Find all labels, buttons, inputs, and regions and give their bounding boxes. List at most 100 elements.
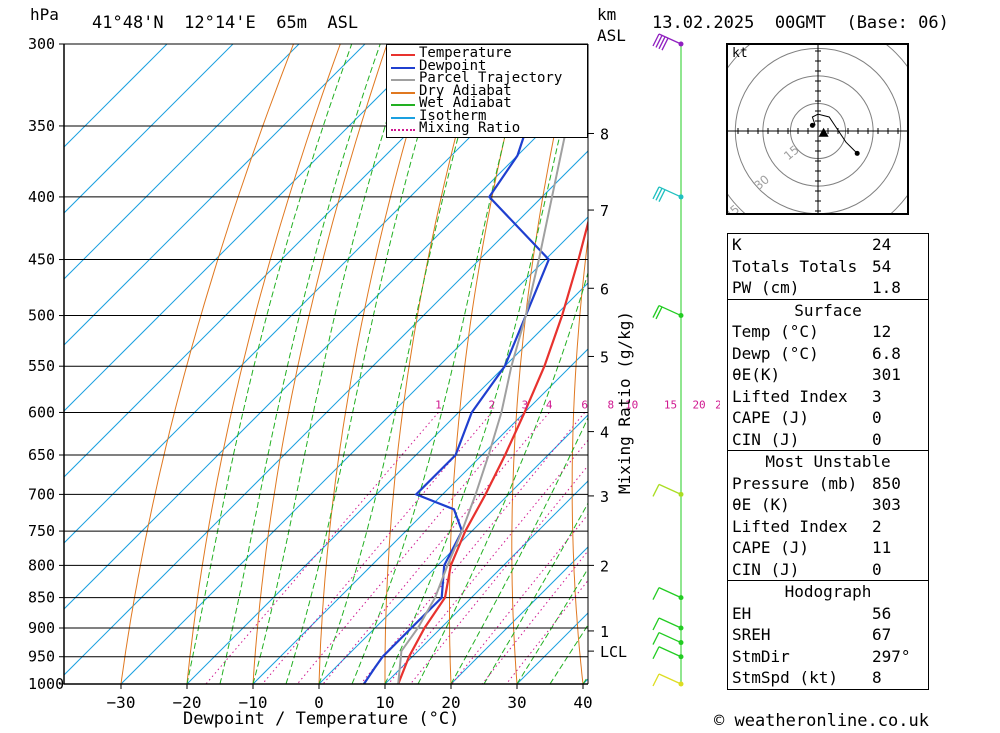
km-tick-label: 6 <box>600 280 609 298</box>
temperature-line <box>397 218 588 684</box>
k-index-label: K <box>732 235 742 254</box>
x-tick-label: −10 <box>239 693 268 712</box>
isotherm-line <box>64 44 168 148</box>
table-row: CIN (J) 0 <box>728 559 928 581</box>
row-label: Temp (°C) <box>732 322 819 341</box>
table-row: Pressure (mb) 850 <box>728 473 928 495</box>
row-label: Pressure (mb) <box>732 473 858 493</box>
wind-barb <box>652 483 682 497</box>
unit-asl-label: ASL <box>597 26 626 45</box>
pressure-tick-label: 950 <box>28 648 55 666</box>
row-label: θE (K) <box>732 495 790 514</box>
skewt-chart: 3003504004505005506006507007508008509009… <box>28 33 720 712</box>
mixing-ratio-line <box>388 439 588 684</box>
table-row: SREH 67 <box>728 624 928 646</box>
hodograph-trace <box>811 113 858 154</box>
mixing-ratio-line <box>296 412 526 684</box>
legend-label: Dry Adiabat <box>419 82 512 99</box>
pressure-tick-label: 850 <box>28 589 55 607</box>
wind-barb-flag <box>655 188 663 201</box>
row-value: 0 <box>872 408 882 427</box>
isotherm-line <box>64 44 432 412</box>
wind-barb-shaft <box>658 673 682 685</box>
row-label: Dewp (°C) <box>732 343 819 363</box>
wind-barb-shaft <box>658 483 682 495</box>
x-tick-label: −20 <box>173 693 202 712</box>
pressure-tick-label: 900 <box>28 619 55 637</box>
mixing-ratio-label: 25 <box>715 398 720 411</box>
most-unstable-section: Most Unstable Pressure (mb) 850 θE (K) 303 Li… <box>728 451 928 580</box>
km-tick-label: 1 <box>600 623 609 641</box>
isotherm-line <box>64 44 366 346</box>
pressure-tick-label: 750 <box>28 522 55 540</box>
pressure-tick-label: 650 <box>28 446 55 464</box>
indices-table: K 24 Totals Totals 54 PW (cm) 1.8 Surface Te… <box>727 233 929 690</box>
dry-adiabat-line <box>120 44 294 684</box>
isotherm-line <box>318 414 588 684</box>
table-row: Dewp (°C) 6.8 <box>728 343 928 365</box>
row-label: θE(K) <box>732 365 781 384</box>
wind-barb-flag <box>652 632 660 645</box>
totals-totals-label: Totals Totals <box>732 256 858 276</box>
row-label: StmSpd (kt) <box>732 668 838 687</box>
legend-swatch <box>391 91 415 94</box>
wind-barb-flag <box>655 306 663 320</box>
mixing-ratio-label: 3 <box>522 398 529 411</box>
table-row: θE(K) 301 <box>728 364 928 386</box>
datetime-title: 13.02.2025 00GMT (Base: 06) <box>652 13 949 33</box>
table-row: CAPE (J) 0 <box>728 407 928 429</box>
hodograph-unit-label: kt <box>732 46 748 61</box>
table-row: CAPE (J) 11 <box>728 537 928 559</box>
pressure-tick-label: 550 <box>28 357 55 375</box>
legend-label: Isotherm <box>419 107 487 124</box>
legend-label: Parcel Trajectory <box>419 70 563 86</box>
x-tick-label: 40 <box>573 693 592 712</box>
pw-label: PW (cm) <box>732 278 800 297</box>
x-axis-label: Dewpoint / Temperature (°C) <box>183 709 460 729</box>
hodograph-panel: 15 30 45 kt <box>707 20 929 242</box>
x-tick-label: 30 <box>507 693 526 712</box>
isotherm-line <box>64 44 498 478</box>
km-tick-label: LCL <box>600 643 627 661</box>
dry-adiabat-line <box>252 44 388 684</box>
wind-barb <box>652 33 682 51</box>
legend-label: Dewpoint <box>419 57 487 74</box>
legend-item: Temperature <box>387 45 587 61</box>
legend-swatch <box>391 104 415 106</box>
row-value: 56 <box>872 603 892 623</box>
legend-item: Isotherm <box>387 107 587 124</box>
mixing-ratio-axis-label: Mixing Ratio (g/kg) <box>615 310 634 494</box>
table-row: StmDir 297° <box>728 646 928 668</box>
x-tick-label: 0 <box>314 693 324 712</box>
wind-barb-flag <box>652 484 660 497</box>
wind-barb-flag <box>658 36 666 50</box>
hodograph-start-point <box>809 122 815 128</box>
legend-item: Dewpoint <box>387 57 587 74</box>
isotherm-line <box>384 480 588 684</box>
most-unstable-title: Most Unstable <box>765 452 891 471</box>
table-row: EH 56 <box>728 603 928 625</box>
legend-item: Wet Adiabat <box>387 95 587 111</box>
wind-barb-flag <box>658 189 666 203</box>
dry-adiabat-line <box>687 44 715 684</box>
row-value: 297° <box>872 646 911 666</box>
legend-label: Wet Adiabat <box>419 95 512 111</box>
wind-barb <box>652 186 682 203</box>
isotherm-line <box>186 282 588 684</box>
pressure-tick-label: 400 <box>28 188 55 206</box>
km-tick-label: 8 <box>600 125 609 143</box>
wet-adiabat-line <box>417 271 588 684</box>
mixing-ratio-label: 2 <box>489 398 496 411</box>
wet-adiabat-line <box>450 416 588 684</box>
unit-hpa-label: hPa <box>30 5 59 24</box>
row-label: StmDir <box>732 646 790 666</box>
row-label: CIN (J) <box>732 429 800 449</box>
mixing-ratio-line <box>451 513 588 684</box>
x-tick-label: 10 <box>375 693 394 712</box>
row-value: 3 <box>872 386 882 406</box>
table-row: Temp (°C) 12 <box>728 321 928 343</box>
legend-item: Mixing Ratio <box>387 120 587 136</box>
wind-barb-flag <box>655 35 663 48</box>
parcel-trajectory-line <box>397 44 588 684</box>
wind-barb-shaft <box>658 646 682 658</box>
